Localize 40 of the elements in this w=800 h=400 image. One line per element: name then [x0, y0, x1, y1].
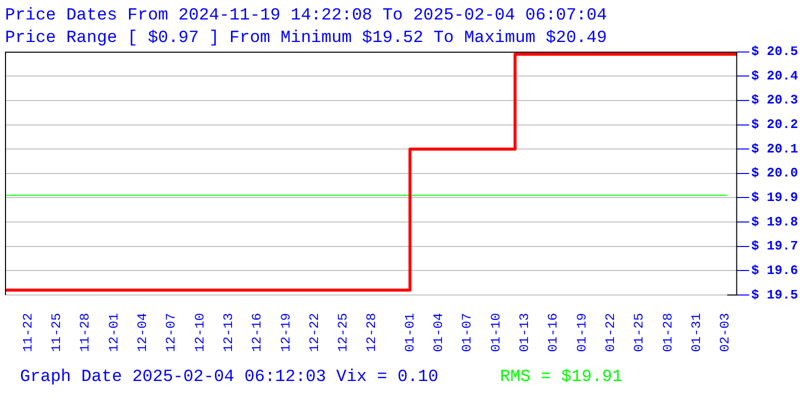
x-tick-label: 01-10 [488, 312, 504, 352]
y-tick-label: $ 19.7 [751, 238, 798, 254]
text: Graph Date 2025-02-04 06:12:03 Vix = 0.10 [20, 368, 438, 387]
x-tick-label: 12-04 [134, 312, 150, 352]
x-tick-label: 01-28 [660, 312, 676, 352]
x-tick-label: 12-01 [106, 312, 122, 352]
x-tick-label: 12-13 [220, 312, 236, 352]
x-tick-label: 01-31 [688, 312, 704, 352]
x-tick-label: 12-25 [336, 312, 351, 352]
ref-line-label: RMS = $19.91 [500, 368, 622, 387]
x-tick-label: 11-25 [49, 312, 64, 352]
chart-subtitle: Price Range [ $0.97 ] From Minimum $19.52 To Maximum $20.49 [5, 29, 607, 48]
x-tick-label: 12-22 [306, 312, 322, 352]
x-tick-label: 01-25 [632, 312, 647, 352]
y-tick-label: $ 19.8 [751, 214, 798, 230]
x-tick-label: 11-28 [78, 312, 93, 352]
x-tick-label: 01-16 [546, 312, 561, 352]
x-tick-label: 11-22 [20, 312, 36, 352]
y-tick-label: $ 19.5 [751, 287, 798, 302]
y-tick-label: $ 20.1 [751, 141, 798, 156]
y-tick-label: $ 19.6 [751, 262, 798, 278]
x-tick-label: 01-01 [402, 312, 418, 352]
x-tick-label: 01-13 [517, 312, 532, 352]
y-tick-label: $ 20.2 [751, 117, 798, 132]
x-tick-label: 12-10 [192, 312, 208, 352]
x-tick-label: 12-07 [164, 312, 179, 352]
x-tick-label: 01-04 [431, 312, 446, 352]
y-tick-label: $ 19.9 [751, 190, 798, 205]
y-tick-label: $ 20.5 [751, 44, 798, 60]
y-tick-label: $ 20.4 [751, 68, 798, 84]
x-tick-label: 12-19 [278, 312, 294, 352]
x-tick-label: 02-03 [718, 312, 733, 352]
x-tick-label: 12-16 [250, 312, 265, 352]
x-tick-label: 01-07 [460, 312, 475, 352]
chart-title: Price Dates From 2024-11-19 14:22:08 To 2025-02-04 06:07:04 [5, 6, 607, 26]
x-tick-label: 01-19 [574, 312, 590, 352]
y-tick-label: $ 20.3 [751, 92, 798, 108]
x-tick-label: 01-22 [603, 312, 618, 352]
y-tick-label: $ 20.0 [751, 166, 798, 181]
x-tick-label: 12-28 [364, 312, 380, 352]
